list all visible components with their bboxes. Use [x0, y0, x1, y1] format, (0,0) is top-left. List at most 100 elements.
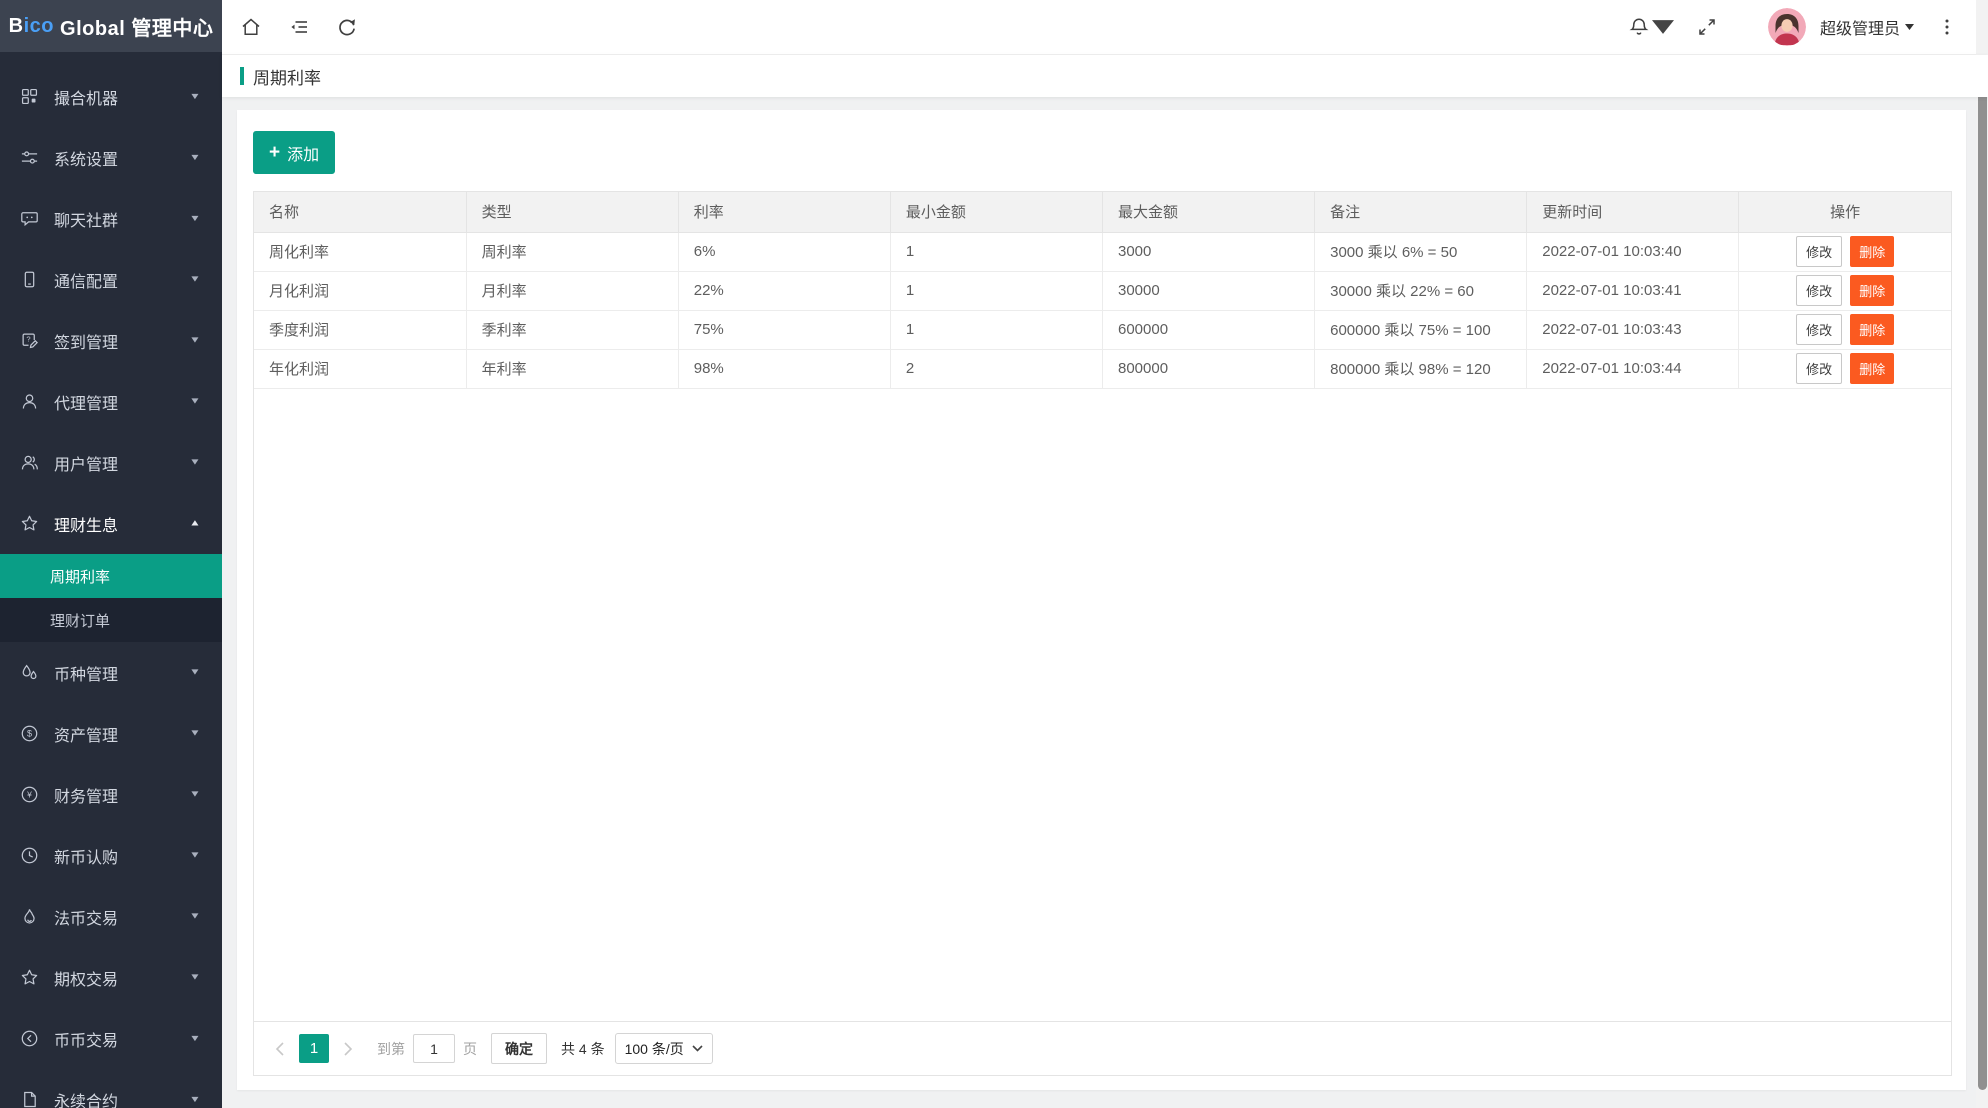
sidebar-item-0[interactable]: 撮合机器 ▼	[0, 66, 222, 127]
plus-icon: +	[269, 142, 281, 163]
cell-name: 季度利润	[254, 310, 467, 350]
scrollbar-thumb[interactable]	[1978, 55, 1987, 1090]
yen-circle-icon: ¥	[20, 785, 42, 805]
cell-time: 2022-07-01 10:03:41	[1526, 271, 1740, 311]
cell-time: 2022-07-01 10:03:40	[1526, 232, 1740, 272]
sidebar-item-13[interactable]: 期权交易 ▼	[0, 947, 222, 1008]
user-icon	[20, 392, 42, 412]
sidebar-item-label: 理财生息	[54, 517, 119, 535]
topbar: 超级管理员	[222, 0, 1988, 55]
sidebar-item-label: 法币交易	[54, 910, 119, 928]
sidebar-item-2[interactable]: 聊天社群 ▼	[0, 188, 222, 249]
page-size-value: 100 条/页	[624, 1040, 684, 1057]
current-page-button[interactable]: 1	[299, 1034, 329, 1063]
fullscreen-icon[interactable]	[1696, 16, 1718, 38]
clock-icon	[20, 846, 42, 866]
notifications-button[interactable]	[1628, 16, 1674, 38]
total-count: 共 4 条	[561, 1040, 605, 1057]
sidebar-item-label: 签到管理	[54, 334, 119, 352]
delete-button[interactable]: 删除	[1850, 236, 1895, 267]
page-size-select[interactable]: 100 条/页	[614, 1033, 713, 1064]
chevron-down-icon: ▼	[189, 972, 201, 983]
table-row: 周化利率 周利率 6% 1 3000 3000 乘以 6% = 50 2022-07-01 …	[254, 232, 1951, 272]
breadcrumb: 周期利率	[222, 55, 1988, 97]
collapse-sidebar-icon[interactable]	[288, 16, 310, 38]
home-icon[interactable]	[240, 16, 262, 38]
sidebar-item-7[interactable]: 理财生息 ▲	[0, 493, 222, 554]
chevron-down-icon: ▼	[189, 1094, 201, 1105]
table-container: 名称 类型 利率 最小金额 最大金额 备注 更新时间 操作 周化利率 周利率 6% 1 3000 300…	[253, 191, 1952, 1076]
cell-actions: 修改 删除	[1738, 310, 1951, 350]
refresh-icon[interactable]	[336, 16, 358, 38]
chevron-down-icon: ▼	[189, 667, 201, 678]
cell-min: 1	[890, 310, 1104, 350]
sidebar-subitem-0[interactable]: 周期利率	[0, 554, 222, 598]
edit-button[interactable]: 修改	[1796, 314, 1843, 345]
brand-part-1: B	[8, 14, 24, 37]
sidebar-item-6[interactable]: 用户管理 ▼	[0, 432, 222, 493]
sidebar-item-15[interactable]: 永续合约 ▼	[0, 1069, 222, 1108]
edit-button[interactable]: 修改	[1796, 275, 1843, 306]
sidebar-item-label: 用户管理	[54, 456, 119, 474]
cell-time: 2022-07-01 10:03:43	[1526, 310, 1740, 350]
blocks-icon	[20, 87, 42, 107]
delete-button[interactable]: 删除	[1850, 314, 1895, 345]
edit-button[interactable]: 修改	[1796, 236, 1843, 267]
sidebar-item-4[interactable]: ? 签到管理 ▼	[0, 310, 222, 371]
chevron-down-icon: ▼	[189, 335, 201, 346]
sidebar-subitem-1[interactable]: 理财订单	[0, 598, 222, 642]
bell-icon	[1629, 18, 1649, 35]
user-menu[interactable]: 超级管理员	[1820, 15, 1914, 39]
svg-text:¥: ¥	[26, 790, 32, 800]
sidebar-subitem-label: 周期利率	[50, 568, 111, 586]
sidebar-item-8[interactable]: 币种管理 ▼	[0, 642, 222, 703]
sidebar-item-9[interactable]: $ 资产管理 ▼	[0, 703, 222, 764]
sidebar-item-10[interactable]: ¥ 财务管理 ▼	[0, 764, 222, 825]
sidebar-item-12[interactable]: 法币交易 ▼	[0, 886, 222, 947]
fire-icon	[20, 907, 42, 927]
confirm-button[interactable]: 确定	[491, 1033, 547, 1064]
cell-time: 2022-07-01 10:03:44	[1526, 349, 1740, 389]
cell-max: 800000	[1102, 349, 1316, 389]
avatar[interactable]	[1767, 8, 1806, 46]
edit-button[interactable]: 修改	[1796, 353, 1843, 384]
sidebar-item-3[interactable]: 通信配置 ▼	[0, 249, 222, 310]
delete-button[interactable]: 删除	[1850, 353, 1895, 384]
cell-type: 年利率	[466, 349, 679, 389]
next-page-icon[interactable]	[337, 1041, 359, 1057]
topbar-right: 超级管理员	[1628, 8, 1958, 46]
column-header-3: 最小金额	[890, 192, 1104, 233]
chevron-down-icon: ▼	[189, 213, 201, 224]
user-name: 超级管理员	[1819, 21, 1900, 38]
chevron-down-icon: ▼	[189, 152, 201, 163]
prev-page-icon[interactable]	[269, 1041, 291, 1057]
sidebar-item-label: 聊天社群	[54, 212, 119, 230]
page-input[interactable]	[413, 1034, 455, 1063]
page-title: 周期利率	[253, 68, 321, 88]
table-body: 周化利率 周利率 6% 1 3000 3000 乘以 6% = 50 2022-07-01 …	[254, 232, 1951, 389]
scrollbar-track[interactable]	[1976, 0, 1988, 1108]
svg-text:$: $	[27, 729, 32, 739]
delete-button[interactable]: 删除	[1850, 275, 1895, 306]
cell-actions: 修改 删除	[1738, 232, 1951, 272]
add-button[interactable]: + 添加	[253, 131, 336, 174]
sidebar-item-11[interactable]: 新币认购 ▼	[0, 825, 222, 886]
sidebar-item-label: 资产管理	[54, 727, 119, 745]
add-button-label: 添加	[287, 146, 320, 164]
cell-name: 月化利润	[254, 271, 467, 311]
brand-part-3: Global 管理中心	[54, 17, 214, 40]
chevron-up-icon: ▲	[189, 518, 201, 529]
sidebar-item-14[interactable]: 币币交易 ▼	[0, 1008, 222, 1069]
star-icon	[20, 968, 42, 988]
content-area: + 添加 名称 类型 利率 最小金额 最大金额 备注 更新时间 操作 周化利率 周利率 6% 1 30…	[222, 97, 1988, 1108]
goto-label: 到第	[377, 1040, 405, 1057]
sidebar-item-1[interactable]: 系统设置 ▼	[0, 127, 222, 188]
checkin-icon: ?	[20, 331, 42, 351]
cell-max: 30000	[1102, 271, 1316, 311]
cell-note: 3000 乘以 6% = 50	[1314, 232, 1528, 272]
sidebar-item-5[interactable]: 代理管理 ▼	[0, 371, 222, 432]
column-header-1: 类型	[466, 192, 679, 233]
more-vertical-icon[interactable]	[1936, 16, 1958, 38]
